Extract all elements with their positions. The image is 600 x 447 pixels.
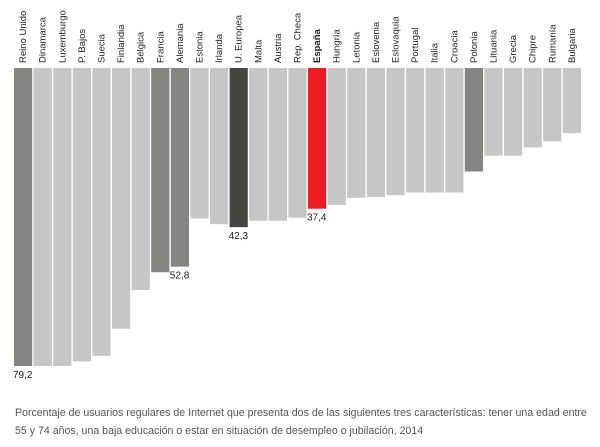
category-label: Rep. Checa — [293, 12, 304, 63]
bar-grecia — [504, 68, 523, 156]
category-label: Rumanía — [547, 24, 558, 63]
bar-p-bajos — [72, 68, 91, 362]
category-label: Luxemburgo — [57, 10, 68, 63]
category-label: Croacia — [449, 30, 460, 63]
category-label: Lituania — [489, 29, 500, 63]
bar-malta — [249, 68, 268, 221]
bar-eslovaquia — [386, 68, 405, 196]
bar-letonia — [347, 68, 366, 198]
bar-lituania — [484, 68, 503, 156]
category-label: Chipre — [528, 35, 539, 63]
bar-bulgaria — [562, 68, 581, 134]
bar-bélgica — [131, 68, 150, 290]
category-label: Bélgica — [136, 31, 147, 63]
chart-caption: Porcentaje de usuarios regulares de Inte… — [15, 407, 587, 437]
category-label: Eslovaquia — [391, 16, 402, 63]
bar-dinamarca — [33, 68, 52, 366]
bar-alemania — [170, 68, 189, 267]
bar-polonia — [464, 68, 483, 172]
data-label: 42,3 — [229, 231, 249, 242]
category-label: Italia — [430, 42, 441, 63]
bar-finlandia — [112, 68, 131, 329]
bar-españa — [308, 68, 327, 209]
category-label: Irlanda — [214, 33, 225, 63]
bar-u-europea — [229, 68, 248, 228]
category-label: P. Bajos — [77, 29, 88, 63]
bar-rep-checa — [288, 68, 307, 218]
category-label: Letonia — [351, 31, 362, 63]
bar-irlanda — [210, 68, 229, 225]
bar-croacia — [445, 68, 464, 193]
category-label: Reino Unido — [18, 11, 29, 63]
category-label: Eslovenia — [371, 21, 382, 63]
bar-austria — [268, 68, 287, 221]
category-label: U. Europea — [234, 14, 245, 63]
data-label: 37,4 — [307, 213, 327, 224]
category-label: Finlandia — [116, 24, 127, 63]
category-label: Dinamarca — [38, 16, 49, 63]
bar-portugal — [406, 68, 425, 193]
bar-chart: Reino Unido Dinamarca Luxemburgo P. Bajos Su… — [13, 10, 581, 381]
bar-suecia — [92, 68, 111, 356]
bar-estonia — [190, 68, 209, 219]
category-label: Francia — [155, 31, 166, 63]
bar-eslovenia — [366, 68, 385, 198]
category-label: Polonia — [469, 31, 480, 63]
data-label: 79,2 — [13, 370, 33, 381]
category-label: Estonia — [195, 31, 206, 63]
bar-rumanía — [543, 68, 562, 142]
bar-luxemburgo — [53, 68, 72, 366]
bar-italia — [425, 68, 444, 193]
category-label: Malta — [253, 39, 264, 63]
bar-francia — [151, 68, 170, 273]
category-label: Suecia — [97, 33, 108, 63]
bar-hungría — [327, 68, 346, 205]
data-label: 52,8 — [170, 271, 190, 282]
category-label: Bulgaria — [567, 27, 578, 63]
category-label: Alemania — [175, 23, 186, 63]
category-label: Portugal — [410, 28, 421, 63]
category-label: Austria — [273, 33, 284, 63]
bar-reino-unido — [14, 68, 33, 366]
category-label: España — [312, 28, 323, 63]
category-label: Grecia — [508, 34, 519, 63]
bar-chipre — [523, 68, 542, 148]
category-label: Hungría — [332, 28, 343, 63]
